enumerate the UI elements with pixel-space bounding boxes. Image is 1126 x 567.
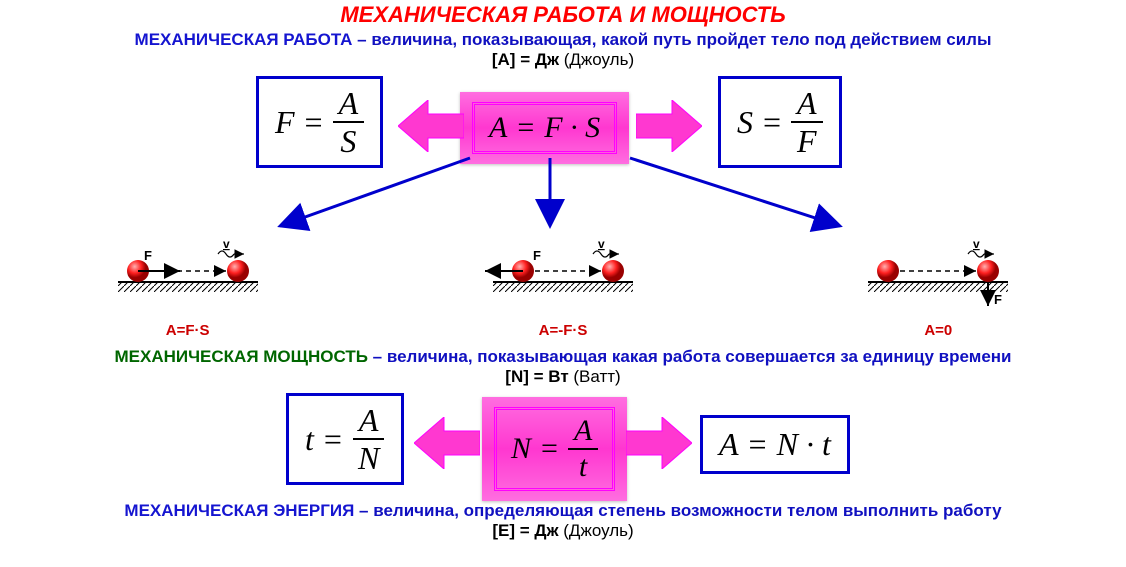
power-arrow-left-magenta	[414, 417, 480, 469]
work-case-3: F v A=0	[808, 238, 1068, 339]
case1-diagram: F v	[88, 238, 288, 300]
case3-diagram: F v	[838, 238, 1038, 314]
work-cases-row: F v A=F·S F v A=-F·S	[0, 238, 1126, 339]
energy-definition: МЕХАНИЧЕСКАЯ ЭНЕРГИЯ – величина, определ…	[0, 501, 1126, 521]
svg-text:v: v	[223, 238, 230, 251]
case2-diagram: F v	[463, 238, 663, 300]
work-unit-sym: [A]	[492, 50, 516, 69]
svg-text:v: v	[598, 238, 605, 251]
power-formula-center-box: N = A t	[494, 407, 615, 491]
work-unit-val: Дж	[535, 50, 559, 69]
work-units: [A] = Дж (Джоуль)	[0, 50, 1126, 70]
f-num: A	[568, 416, 598, 450]
power-formula-center-wrap: N = A t	[482, 397, 627, 501]
f-lhs: S	[737, 104, 753, 141]
power-formula-center: N = A t	[511, 416, 598, 482]
power-formula-left: t = A N	[305, 404, 385, 474]
power-formula-right-box: A = N · t	[700, 415, 850, 474]
power-def-text: – величина, показывающая какая работа со…	[368, 347, 1012, 366]
f-num: A	[333, 87, 365, 123]
f-lhs: t	[305, 421, 314, 458]
work-formula-center: A = F · S	[489, 111, 600, 145]
fraction: A N	[352, 404, 385, 474]
energy-unit-val: Дж	[534, 521, 558, 540]
work-term: МЕХАНИЧЕСКАЯ РАБОТА	[135, 30, 353, 49]
energy-units: [E] = Дж (Джоуль)	[0, 521, 1126, 541]
equals: =	[745, 426, 771, 463]
work-definition: МЕХАНИЧЕСКАЯ РАБОТА – величина, показыва…	[0, 30, 1126, 50]
power-units: [N] = Вт (Ватт)	[0, 367, 1126, 387]
svg-text:F: F	[994, 292, 1002, 307]
power-formula-row: t = A N N = A t A = N · t	[0, 393, 1126, 497]
page-title: МЕХАНИЧЕСКАЯ РАБОТА И МОЩНОСТЬ	[0, 0, 1126, 28]
power-unit-eq: =	[529, 367, 548, 386]
case1-label: A=F·S	[166, 322, 210, 339]
work-formula-left: F = A S	[275, 87, 364, 157]
power-arrow-right-magenta	[626, 417, 692, 469]
power-term: МЕХАНИЧЕСКАЯ МОЩНОСТЬ	[115, 347, 368, 366]
power-formula-left-box: t = A N	[286, 393, 404, 485]
energy-term: МЕХАНИЧЕСКАЯ ЭНЕРГИЯ	[124, 501, 354, 520]
fraction: A F	[791, 87, 823, 157]
f-den: S	[334, 123, 362, 157]
equals: =	[301, 104, 327, 141]
equals: =	[759, 104, 785, 141]
f-rhs: N · t	[777, 426, 831, 463]
case3-label: A=0	[924, 322, 952, 339]
power-unit-val: Вт	[548, 367, 568, 386]
energy-unit-sym: [E]	[492, 521, 515, 540]
work-formula-left-box: F = A S	[256, 76, 383, 168]
f-num: A	[353, 404, 385, 440]
work-formula-center-wrap: A = F · S	[460, 92, 629, 164]
f-lhs: N	[511, 432, 531, 466]
equals: =	[513, 111, 538, 145]
f-lhs: A	[489, 111, 507, 145]
f-den: N	[352, 440, 385, 474]
svg-text:F: F	[144, 248, 152, 263]
equals: =	[320, 421, 346, 458]
work-case-1: F v A=F·S	[58, 238, 318, 339]
work-formula-row: F = A S A = F · S S = A F	[0, 76, 1126, 180]
svg-text:v: v	[973, 238, 980, 251]
f-lhs: F	[275, 104, 295, 141]
arrow-left-magenta	[398, 100, 464, 152]
energy-def-text: – величина, определяющая степень возможн…	[354, 501, 1001, 520]
work-def-text: – величина, показывающая, какой путь про…	[352, 30, 991, 49]
energy-unit-eq: =	[515, 521, 534, 540]
fraction: A S	[333, 87, 365, 157]
energy-unit-name: (Джоуль)	[559, 521, 634, 540]
work-formula-right: S = A F	[737, 87, 823, 157]
equals: =	[537, 432, 562, 466]
f-den: t	[573, 450, 593, 482]
fraction: A t	[568, 416, 598, 482]
work-case-2: F v A=-F·S	[433, 238, 693, 339]
power-formula-right: A = N · t	[719, 426, 831, 463]
work-unit-name: (Джоуль)	[559, 50, 634, 69]
work-formula-center-box: A = F · S	[472, 102, 617, 154]
f-den: F	[791, 123, 823, 157]
work-unit-eq: =	[515, 50, 534, 69]
power-unit-name: (Ватт)	[569, 367, 621, 386]
power-definition: МЕХАНИЧЕСКАЯ МОЩНОСТЬ – величина, показы…	[0, 347, 1126, 367]
svg-text:F: F	[533, 248, 541, 263]
power-unit-sym: [N]	[505, 367, 529, 386]
arrow-right-magenta	[636, 100, 702, 152]
case2-label: A=-F·S	[539, 322, 588, 339]
work-formula-right-box: S = A F	[718, 76, 842, 168]
f-lhs: A	[719, 426, 739, 463]
f-rhs: F · S	[544, 111, 600, 145]
f-num: A	[791, 87, 823, 123]
